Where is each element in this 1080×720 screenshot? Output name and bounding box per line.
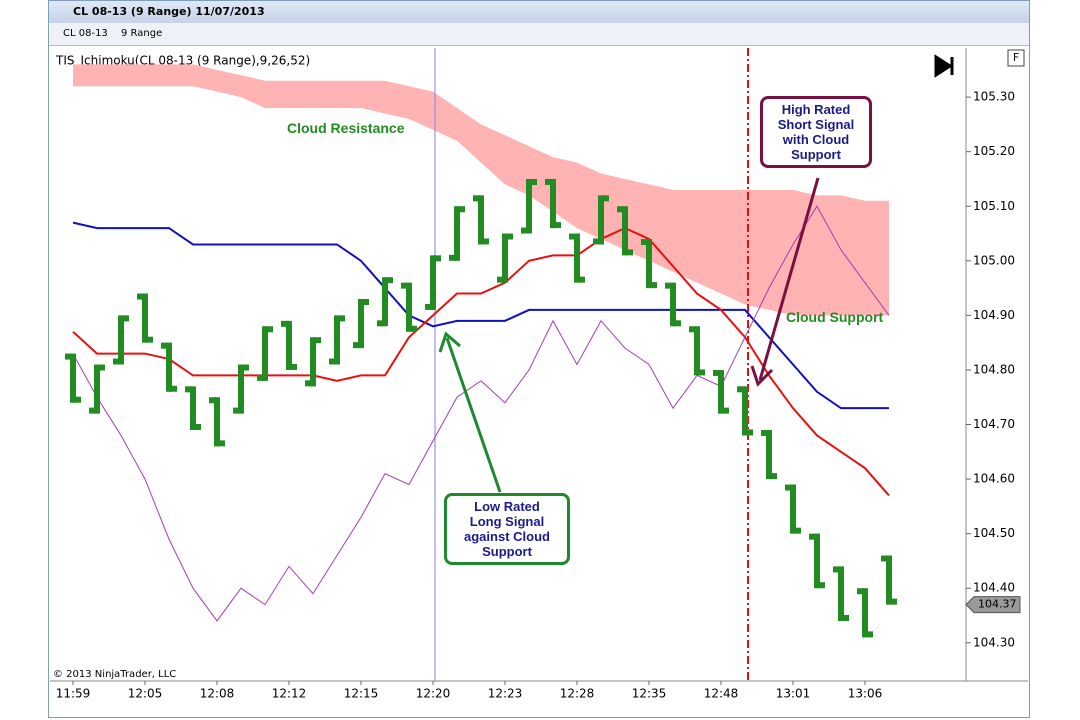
y-tick-label: 105.00	[973, 253, 1015, 267]
y-tick-label: 104.40	[973, 581, 1015, 595]
y-tick-label: 104.70	[973, 417, 1015, 431]
x-tick-label: 12:35	[632, 687, 667, 701]
x-tick-label: 11:59	[56, 687, 91, 701]
ohlc-bar	[305, 337, 321, 387]
indicator-line	[72, 226, 890, 497]
ohlc-bar	[353, 299, 369, 349]
ohlc-bar	[137, 293, 153, 343]
ohlc-bar	[89, 364, 105, 414]
x-tick-label: 12:08	[200, 687, 235, 701]
callout: High Rated Short Signal with Cloud Suppo…	[760, 96, 872, 168]
y-tick-label: 105.30	[973, 90, 1015, 104]
toolbar: CL 08-13 9 Range	[49, 23, 1029, 46]
annotation: Cloud Resistance	[287, 120, 405, 136]
ohlc-bar	[497, 233, 513, 283]
y-tick-label: 104.80	[973, 362, 1015, 376]
ohlc-bar	[401, 282, 417, 332]
ohlc-bar	[593, 195, 609, 245]
arrow	[750, 177, 820, 387]
x-tick-label: 12:05	[128, 687, 163, 701]
x-tick-label: 12:15	[344, 687, 379, 701]
ohlc-bar	[449, 206, 465, 261]
x-tick-label: 12:48	[704, 687, 739, 701]
arrow	[438, 331, 502, 493]
ohlc-bar	[281, 320, 297, 370]
instrument-selector[interactable]: CL 08-13	[63, 28, 108, 39]
callout: Low Rated Long Signal against Cloud Supp…	[444, 493, 570, 565]
ohlc-bar	[185, 386, 201, 430]
y-tick-label: 104.90	[973, 308, 1015, 322]
period-selector[interactable]: 9 Range	[120, 28, 163, 39]
y-tick-label: 104.50	[973, 526, 1015, 540]
ohlc-bar	[785, 484, 801, 534]
ohlc-bar	[881, 555, 897, 605]
ohlc-bar	[209, 397, 225, 447]
ohlc-bar	[233, 364, 249, 414]
ohlc-bar	[473, 195, 489, 245]
x-tick-label: 13:01	[776, 687, 811, 701]
y-tick-label: 105.10	[973, 199, 1015, 213]
y-tick-label: 105.20	[973, 144, 1015, 158]
ohlc-bar	[641, 238, 657, 289]
ohlc-bar	[425, 255, 441, 310]
ohlc-bar	[161, 342, 177, 392]
window-title: CL 08-13 (9 Range) 11/07/2013	[73, 5, 265, 18]
indicator-line	[72, 221, 889, 410]
ohlc-bar	[761, 429, 777, 480]
copyright: © 2013 NinjaTrader, LLC	[53, 669, 176, 680]
ohlc-bar	[377, 277, 393, 327]
y-tick-label: 104.60	[973, 472, 1015, 486]
ohlc-bar	[737, 386, 753, 436]
ohlc-bar	[545, 178, 561, 229]
ohlc-bar	[713, 369, 729, 414]
ohlc-bar	[65, 353, 81, 403]
ohlc-bar	[257, 326, 273, 381]
x-tick-label: 12:28	[560, 687, 595, 701]
x-tick-label: 12:23	[488, 687, 523, 701]
ohlc-bar	[833, 566, 849, 621]
ohlc-bar	[809, 533, 825, 589]
cloud	[73, 64, 889, 316]
ohlc-bar	[617, 206, 633, 256]
last-price-tag	[965, 596, 1021, 614]
ohlc-bar	[521, 178, 537, 234]
scroll-end-icon[interactable]	[934, 54, 954, 78]
ohlc-bar	[113, 315, 129, 365]
ohlc-bar	[665, 282, 681, 327]
float-button-label[interactable]: F	[1013, 51, 1019, 64]
x-tick-label: 12:20	[416, 687, 451, 701]
ohlc-bar	[569, 233, 585, 283]
annotation: Cloud Support	[786, 309, 884, 325]
y-tick-label: 104.30	[973, 635, 1015, 649]
float-button[interactable]	[1007, 49, 1025, 67]
indicator-line	[72, 205, 890, 622]
ohlc-bar	[329, 315, 345, 365]
title-bar: CL 08-13 (9 Range) 11/07/2013	[49, 1, 1029, 23]
ohlc-bar	[689, 326, 705, 376]
x-tick-label: 12:12	[272, 687, 307, 701]
ohlc-bar	[857, 588, 873, 638]
indicator-label: TIS_Ichimoku(CL 08-13 (9 Range),9,26,52)	[55, 54, 310, 68]
x-tick-label: 13:06	[848, 687, 883, 701]
last-price-label: 104.37	[978, 598, 1017, 611]
